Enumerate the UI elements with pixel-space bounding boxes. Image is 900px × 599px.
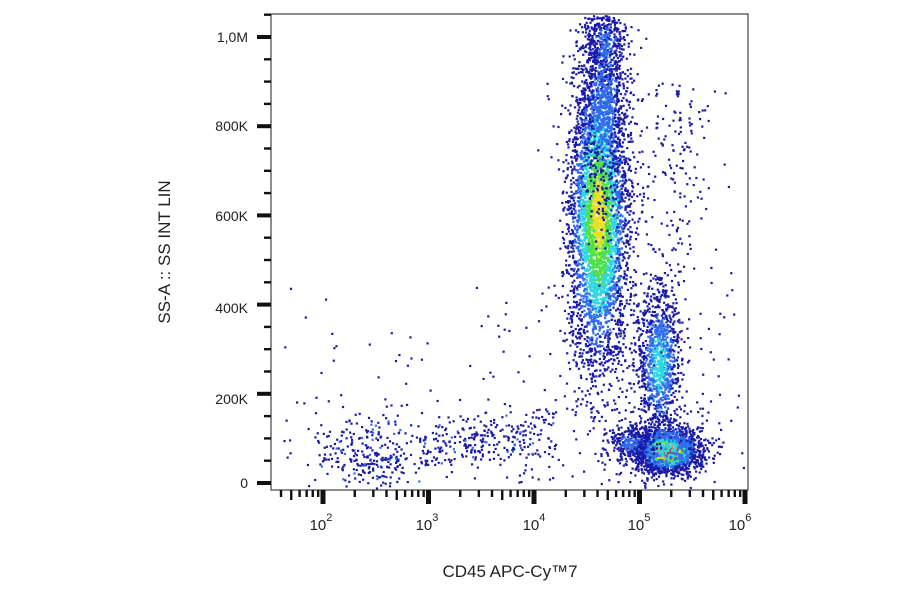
y-tick-label: 200K — [215, 391, 248, 407]
y-minor-tick — [264, 325, 271, 329]
x-minor-tick — [311, 490, 314, 497]
x-minor-tick — [688, 490, 692, 497]
y-tick-label: 400K — [215, 300, 248, 316]
x-minor-tick — [583, 490, 586, 497]
x-major-tick — [531, 490, 537, 504]
y-axis-labels: 1,0M 800K 600K 400K 200K 0 — [215, 29, 248, 491]
x-major-tick — [742, 490, 748, 504]
x-major-tick — [320, 490, 326, 504]
x-minor-tick — [527, 490, 531, 497]
y-minor-tick — [264, 80, 271, 83]
x-minor-tick — [410, 490, 414, 497]
y-major-tick — [257, 391, 271, 396]
y-minor-tick — [264, 169, 271, 172]
x-minor-tick — [509, 490, 512, 497]
y-tick-label: 800K — [215, 118, 248, 134]
x-minor-tick — [422, 490, 425, 497]
event-dots — [283, 15, 745, 490]
x-tick-label: 102 — [310, 512, 333, 534]
x-axis-ticks — [279, 490, 748, 504]
x-minor-tick — [701, 490, 705, 497]
y-tick-label: 600K — [215, 208, 248, 224]
x-minor-tick — [727, 490, 730, 497]
x-minor-tick — [316, 490, 320, 497]
y-tick-label: 1,0M — [217, 29, 248, 45]
y-minor-tick — [264, 370, 271, 373]
x-minor-tick — [596, 490, 599, 497]
x-tick-label: 104 — [523, 512, 546, 534]
x-minor-tick — [290, 490, 293, 500]
x-minor-tick — [490, 490, 494, 497]
y-major-tick — [257, 481, 271, 485]
y-minor-tick — [264, 236, 271, 239]
x-minor-tick — [738, 490, 742, 497]
x-minor-tick — [459, 490, 462, 497]
x-minor-tick — [417, 490, 420, 497]
y-minor-tick — [264, 191, 271, 195]
y-minor-tick — [264, 437, 271, 440]
y-minor-tick — [264, 147, 271, 150]
x-tick-label: 106 — [729, 512, 752, 534]
x-minor-tick — [614, 490, 618, 497]
x-minor-tick — [733, 490, 736, 497]
x-tick-label: 105 — [628, 512, 651, 534]
y-major-tick — [257, 302, 271, 307]
y-minor-tick — [264, 102, 271, 106]
x-minor-tick — [279, 490, 283, 497]
y-axis-ticks — [257, 13, 271, 485]
x-minor-tick — [606, 490, 609, 500]
y-minor-tick — [264, 281, 271, 284]
y-axis-title: SS-A :: SS INT LIN — [155, 180, 174, 323]
y-minor-tick — [264, 58, 271, 61]
plot-area — [271, 14, 748, 490]
x-minor-tick — [385, 490, 388, 497]
x-minor-tick — [305, 490, 308, 497]
x-minor-tick — [522, 490, 525, 497]
y-major-tick — [257, 35, 271, 39]
y-minor-tick — [264, 348, 271, 351]
x-major-tick — [426, 490, 431, 504]
x-minor-tick — [516, 490, 519, 497]
x-minor-tick — [633, 490, 636, 497]
x-minor-tick — [372, 490, 375, 497]
y-minor-tick — [264, 414, 271, 418]
y-minor-tick — [264, 459, 271, 462]
x-minor-tick — [403, 490, 407, 497]
y-major-tick — [257, 213, 271, 218]
x-minor-tick — [564, 490, 567, 497]
y-minor-tick — [264, 258, 271, 262]
x-minor-tick — [621, 490, 625, 497]
x-minor-tick — [477, 490, 481, 497]
x-axis-labels: 102 103 104 105 106 — [310, 512, 752, 534]
x-major-tick — [637, 490, 642, 504]
x-minor-tick — [628, 490, 631, 497]
y-tick-label: 0 — [240, 475, 248, 491]
x-minor-tick — [712, 490, 715, 500]
x-minor-tick — [720, 490, 723, 497]
x-minor-tick — [353, 490, 356, 497]
x-minor-tick — [395, 490, 398, 500]
x-minor-tick — [298, 490, 301, 497]
y-major-tick — [257, 124, 271, 129]
x-axis-title: CD45 APC-Cy™7 — [442, 562, 577, 581]
x-minor-tick — [670, 490, 673, 497]
x-tick-label: 103 — [416, 512, 439, 534]
y-minor-tick — [264, 13, 271, 16]
x-minor-tick — [501, 490, 504, 500]
